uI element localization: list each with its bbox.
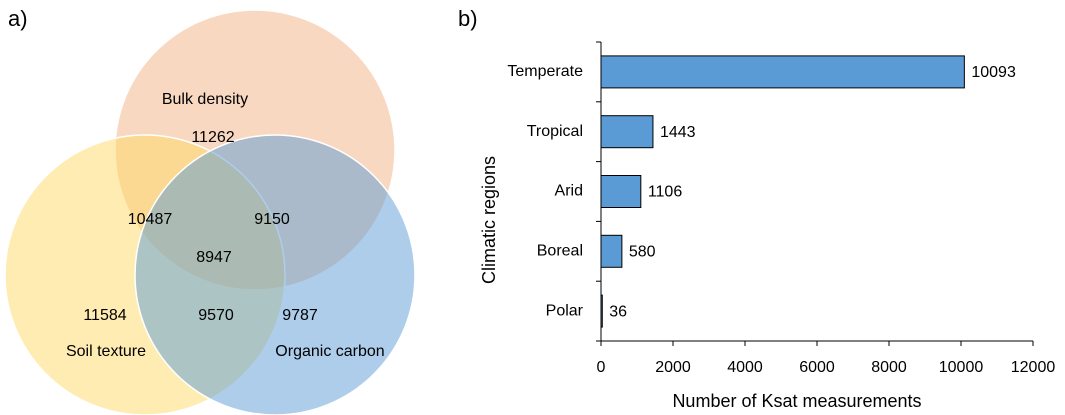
intersection-value: 8947 — [196, 249, 232, 266]
x-tick-label: 6000 — [799, 359, 835, 376]
set-circle — [134, 134, 416, 415]
set-value: 11584 — [83, 307, 126, 324]
x-tick-label: 12000 — [1011, 359, 1056, 376]
x-tick-label: 2000 — [655, 359, 691, 376]
y-tick-label: Polar — [546, 302, 584, 319]
bar — [600, 294, 603, 328]
panel-label: b) — [458, 6, 478, 31]
x-axis-title: Number of Ksat measurements — [672, 391, 921, 411]
set-value: 9787 — [282, 307, 318, 324]
set-name: Soil texture — [66, 343, 146, 360]
intersection-value: 9570 — [198, 307, 234, 324]
intersection-value: 10487 — [128, 211, 173, 228]
y-tick-label: Temperate — [507, 63, 583, 80]
value-label: 10093 — [971, 64, 1016, 81]
x-tick-label: 10000 — [939, 359, 984, 376]
set-name: Bulk density — [162, 91, 248, 108]
y-tick-label: Tropical — [527, 123, 583, 140]
y-tick-label: Arid — [555, 183, 583, 200]
x-tick-label: 0 — [597, 359, 606, 376]
y-axis-title: Climatic regions — [479, 156, 499, 284]
x-tick-label: 4000 — [727, 359, 763, 376]
panel-label: a) — [8, 6, 28, 31]
bar — [600, 115, 654, 149]
y-tick-label: Boreal — [537, 243, 583, 260]
value-label: 1106 — [648, 184, 683, 201]
set-value: 11262 — [191, 129, 234, 146]
value-label: 580 — [629, 244, 656, 261]
bar — [600, 175, 642, 208]
bar — [600, 234, 623, 268]
value-label: 1443 — [660, 124, 696, 141]
intersection-value: 9150 — [254, 211, 290, 228]
bar — [600, 55, 965, 89]
x-tick-label: 8000 — [871, 359, 907, 376]
value-label: 36 — [609, 303, 627, 320]
set-name: Organic carbon — [275, 343, 384, 360]
